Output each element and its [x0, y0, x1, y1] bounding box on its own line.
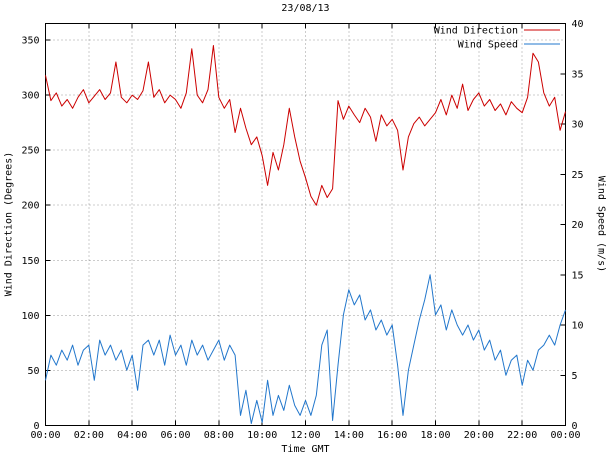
x-tick-label: 08:00 — [204, 430, 234, 441]
x-tick-label: 00:00 — [30, 430, 60, 441]
y-left-tick-label: 350 — [21, 36, 39, 47]
x-tick-label: 14:00 — [334, 430, 364, 441]
y-left-tick-label: 200 — [21, 201, 39, 212]
x-tick-label: 20:00 — [464, 430, 494, 441]
y-right-tick-label: 35 — [572, 69, 584, 80]
y-left-tick-label: 100 — [21, 311, 39, 322]
y-left-tick-label: 150 — [21, 256, 39, 267]
y-right-tick-label: 0 — [572, 421, 578, 432]
y-right-tick-label: 40 — [572, 19, 584, 30]
y-right-tick-label: 10 — [572, 321, 584, 332]
y-right-tick-label: 15 — [572, 270, 584, 281]
y-right-tick-label: 5 — [572, 371, 578, 382]
x-tick-label: 04:00 — [117, 430, 147, 441]
y-left-tick-label: 0 — [33, 421, 39, 432]
x-tick-label: 18:00 — [420, 430, 450, 441]
y-left-tick-label: 250 — [21, 146, 39, 157]
y-right-tick-label: 20 — [572, 220, 584, 231]
y-left-tick-label: 300 — [21, 91, 39, 102]
x-tick-label: 16:00 — [377, 430, 407, 441]
x-tick-label: 00:00 — [550, 430, 580, 441]
legend-label: Wind Direction — [434, 26, 518, 37]
y-left-tick-label: 50 — [27, 366, 39, 377]
wind-direction-series — [45, 45, 566, 206]
wind-speed-series — [45, 274, 566, 424]
x-tick-label: 06:00 — [160, 430, 190, 441]
y-right-tick-label: 30 — [572, 120, 584, 131]
x-tick-label: 10:00 — [247, 430, 277, 441]
y-right-tick-label: 25 — [572, 170, 584, 181]
x-axis-label: Time GMT — [281, 444, 330, 455]
legend-label: Wind Speed — [458, 40, 518, 51]
x-tick-label: 12:00 — [290, 430, 320, 441]
chart-title: 23/08/13 — [281, 3, 330, 14]
x-tick-label: 22:00 — [507, 430, 537, 441]
x-tick-label: 02:00 — [74, 430, 104, 441]
